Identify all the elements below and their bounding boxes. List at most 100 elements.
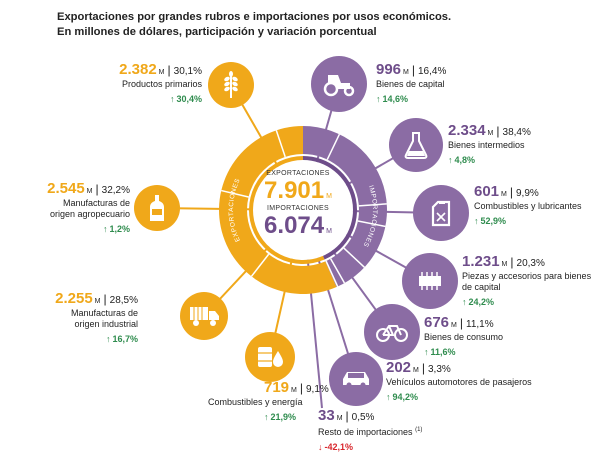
arrow-up-icon: ↑ [474, 216, 479, 226]
center-totals: EXPORTACIONES 7.901 M IMPORTACIONES 6.074… [248, 170, 348, 240]
import-change: ↑ 52,9% [474, 216, 507, 226]
import-value: 202 [386, 359, 412, 376]
import-value: 676 [424, 314, 450, 331]
center-exp-unit: M [326, 193, 332, 200]
arrow-down-icon: ↓ [318, 442, 323, 452]
import-share: 11,1% [466, 319, 494, 330]
arrow-up-icon: ↑ [448, 155, 453, 165]
import-change: ↑ 24,2% [462, 297, 495, 307]
center-disc [253, 160, 353, 260]
unit-label: M [451, 322, 457, 329]
bicycle-icon [364, 304, 420, 360]
ring-segment-exportaciones [219, 126, 337, 294]
import-label-text: Resto de importaciones [318, 427, 413, 437]
footnote-marker: (1) [415, 427, 423, 433]
import-item-combustibles-lubricantes: 601 M | 9,9% Combustibles y lubricantes ↑ 52… [474, 183, 604, 227]
chart-title: Exportaciones por grandes rubros e impor… [57, 10, 451, 40]
import-item-piezas-accesorios: 1.231 M | 20,3% Piezas y accesorios para bi… [462, 254, 602, 308]
donut-ring [219, 126, 387, 294]
unit-label: M [413, 367, 419, 374]
unit-label: M [487, 130, 494, 137]
export-item-moi: 2.255 M | 28,5% Manufacturas de origen indu… [18, 290, 138, 345]
export-share: 9,1% [306, 384, 329, 395]
center-exp-number: 7.901 [264, 177, 325, 204]
jerrycan-icon [413, 185, 469, 241]
center-imp-label: IMPORTACIONES [267, 205, 329, 212]
import-item-bienes-intermedios: 2.334 M | 38,4% Bienes intermedios ↑ 4,8% [448, 122, 598, 166]
export-item-combustibles-energia: 719 M | 9,1% Combustibles y energía ↑ 21,9% [208, 379, 329, 422]
unit-label: M [94, 298, 101, 305]
unit-label: M [86, 188, 93, 195]
arrow-up-icon: ↑ [169, 94, 175, 104]
arrow-up-icon: ↑ [376, 94, 381, 104]
import-label: Vehículos automotores de pasajeros [386, 377, 532, 387]
export-share: 28,5% [109, 295, 138, 306]
car-icon [329, 352, 383, 406]
export-change: ↑ 16,7% [105, 334, 138, 344]
export-value: 2.545 [47, 180, 85, 197]
import-change: ↑ 94,2% [386, 392, 419, 402]
arrow-up-icon: ↑ [386, 392, 391, 402]
wheat-icon [208, 62, 254, 108]
truck-icon [180, 292, 228, 340]
import-value: 2.334 [448, 122, 486, 139]
import-change: ↑ 4,8% [448, 155, 476, 165]
export-change: ↑ 1,2% [102, 224, 130, 234]
import-label: Bienes intermedios [448, 140, 525, 150]
ring-segment-importaciones [303, 126, 387, 288]
arrow-up-icon: ↑ [462, 297, 467, 307]
export-label: Manufacturas de origen industrial [70, 308, 138, 329]
import-share: 3,3% [428, 364, 451, 375]
export-item-productos-primarios: 2.382 M | 30,1% Productos primarios ↑ 30,4% [42, 61, 202, 105]
import-divider [357, 220, 386, 228]
unit-label: M [501, 191, 507, 198]
import-divider [329, 258, 346, 284]
import-value: 33 [318, 407, 335, 424]
import-share: 9,9% [516, 188, 539, 199]
export-label: Productos primarios [121, 79, 202, 89]
import-share: 20,3% [516, 258, 545, 269]
import-item-vehiculos: 202 M | 3,3% Vehículos automotores de pasaj… [386, 359, 561, 403]
center-exp-value: 7.901 M [248, 177, 348, 205]
export-share: 30,1% [173, 66, 202, 77]
import-divider [343, 247, 365, 268]
export-share: 32,2% [101, 185, 130, 196]
unit-label: M [291, 387, 297, 394]
arrow-up-icon: ↑ [102, 224, 108, 234]
barrel-drop-icon [245, 332, 295, 382]
export-divider [250, 253, 270, 277]
export-item-moa: 2.545 M | 32,2% Manufacturas de origen agro… [10, 180, 130, 235]
unit-label: M [336, 415, 343, 422]
import-share: 38,4% [502, 127, 531, 138]
center-imp-unit: M [326, 228, 332, 235]
import-label: Piezas y accesorios para bienes de capit… [462, 271, 592, 292]
export-value: 2.382 [119, 61, 157, 78]
arrow-up-icon: ↑ [105, 334, 111, 344]
unit-label: M [158, 69, 165, 76]
import-change: ↑ 14,6% [376, 94, 409, 104]
export-change: ↑ 21,9% [264, 412, 297, 422]
arrow-up-icon: ↑ [424, 347, 429, 357]
import-change: ↑ 11,6% [424, 347, 456, 357]
import-divider [358, 203, 387, 207]
export-label: Manufacturas de origen agropecuario [49, 198, 130, 219]
arrow-up-icon: ↑ [264, 412, 269, 422]
export-divider [275, 130, 286, 158]
import-label: Bienes de consumo [424, 332, 504, 342]
import-value: 601 [474, 183, 500, 200]
import-label: Resto de importaciones (1) [318, 425, 438, 438]
import-item-bienes-capital: 996 M | 16,4% Bienes de capital ↑ 14,6% [376, 62, 576, 105]
export-label: Combustibles y energía [208, 397, 303, 407]
export-value: 2.255 [55, 290, 93, 307]
import-share: 16,4% [418, 66, 447, 77]
flask-icon [389, 118, 443, 172]
unit-label: M [403, 69, 409, 76]
chip-icon [402, 253, 458, 309]
import-divider [325, 260, 339, 287]
center-imp-value: 6.074 M [248, 212, 348, 240]
import-label: Bienes de capital [376, 79, 445, 89]
import-change: ↓ -42,1% [318, 442, 354, 452]
subtitle: En millones de dólares, participación y … [57, 26, 377, 38]
export-divider [221, 189, 249, 198]
export-value: 719 [264, 379, 290, 396]
